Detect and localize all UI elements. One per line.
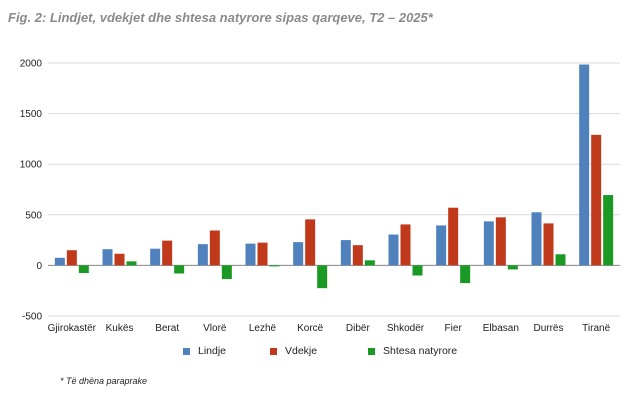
bar-vdekje-11: [591, 134, 602, 266]
y-tick-label: 500: [25, 210, 42, 221]
x-tick-label: Dibër: [346, 323, 371, 334]
bar-vdekje-8: [448, 207, 459, 266]
bar-shtesa-natyrore-5: [317, 265, 328, 289]
footnote: * Të dhëna paraprake: [60, 376, 148, 386]
bar-shtesa-natyrore-7: [412, 265, 423, 276]
bar-lindje-0: [54, 257, 65, 266]
bar-lindje-1: [102, 249, 113, 266]
legend-item-vdekje: Vdekje: [270, 345, 317, 357]
legend-item-lindje: Lindje: [183, 345, 226, 357]
bar-shtesa-natyrore-10: [555, 254, 566, 266]
gridlines: [48, 62, 620, 317]
x-tick-label: Shkodër: [387, 323, 425, 334]
bar-lindje-8: [436, 225, 447, 266]
legend-label-shtesa: Shtesa natyrore: [383, 345, 458, 357]
x-tick-label: Elbasan: [483, 323, 519, 334]
bar-lindje-5: [293, 242, 304, 266]
legend-item-shtesa: Shtesa natyrore: [368, 345, 457, 357]
bar-lindje-3: [197, 244, 208, 266]
bar-shtesa-natyrore-2: [174, 265, 185, 274]
bar-shtesa-natyrore-4: [269, 265, 280, 267]
x-tick-label: Tiranë: [582, 323, 610, 334]
x-tick-label: Kukës: [106, 323, 134, 334]
bar-vdekje-9: [495, 217, 506, 266]
y-tick-label: 1500: [20, 109, 43, 120]
legend-label-vdekje: Vdekje: [285, 345, 318, 357]
bars: [54, 64, 614, 289]
x-tick-label: Gjirokastër: [48, 323, 97, 334]
bar-vdekje-5: [305, 219, 316, 266]
bar-vdekje-3: [209, 230, 220, 266]
x-tick-label: Berat: [155, 323, 179, 334]
chart-title: Fig. 2: Lindjet, vdekjet dhe shtesa naty…: [8, 10, 433, 25]
bar-lindje-2: [150, 248, 161, 266]
bar-vdekje-2: [162, 240, 173, 266]
bar-vdekje-1: [114, 253, 125, 266]
bar-shtesa-natyrore-11: [603, 195, 614, 266]
bar-vdekje-4: [257, 242, 268, 266]
bar-lindje-6: [340, 240, 351, 266]
legend: Lindje Vdekje Shtesa natyrore: [0, 345, 640, 361]
y-tick-label: -500: [22, 312, 42, 323]
bar-lindje-7: [388, 234, 399, 266]
y-tick-label: 0: [36, 261, 42, 272]
bar-shtesa-natyrore-8: [460, 265, 471, 284]
bar-vdekje-0: [66, 250, 77, 266]
bar-shtesa-natyrore-3: [221, 265, 232, 280]
legend-swatch-lindje: [183, 347, 190, 355]
bar-lindje-4: [245, 243, 256, 266]
bar-chart: -500 0 500 1000 1500 2000 Gjirokastër Kukës Bera…: [20, 59, 620, 335]
legend-swatch-shtesa: [368, 347, 375, 355]
y-tick-label: 1000: [20, 160, 43, 171]
bar-vdekje-7: [400, 224, 411, 266]
bar-lindje-10: [531, 212, 542, 266]
bar-shtesa-natyrore-9: [507, 265, 518, 270]
bar-lindje-9: [483, 221, 494, 266]
bar-vdekje-10: [543, 223, 554, 266]
bar-shtesa-natyrore-6: [364, 260, 375, 266]
bar-vdekje-6: [352, 245, 363, 266]
legend-swatch-vdekje: [270, 347, 277, 355]
y-tick-label: 2000: [20, 59, 43, 70]
x-tick-label: Durrës: [533, 323, 563, 334]
bar-shtesa-natyrore-0: [78, 265, 89, 273]
x-tick-label: Fier: [445, 323, 463, 334]
bar-shtesa-natyrore-1: [126, 261, 137, 266]
x-tick-label: Korcë: [297, 323, 324, 334]
legend-label-lindje: Lindje: [198, 345, 227, 357]
bar-lindje-11: [579, 64, 590, 266]
x-tick-label: Vlorë: [203, 323, 227, 334]
x-tick-label: Lezhë: [249, 323, 277, 334]
axis-labels: -500 0 500 1000 1500 2000 Gjirokastër Kukës Bera…: [20, 59, 611, 335]
